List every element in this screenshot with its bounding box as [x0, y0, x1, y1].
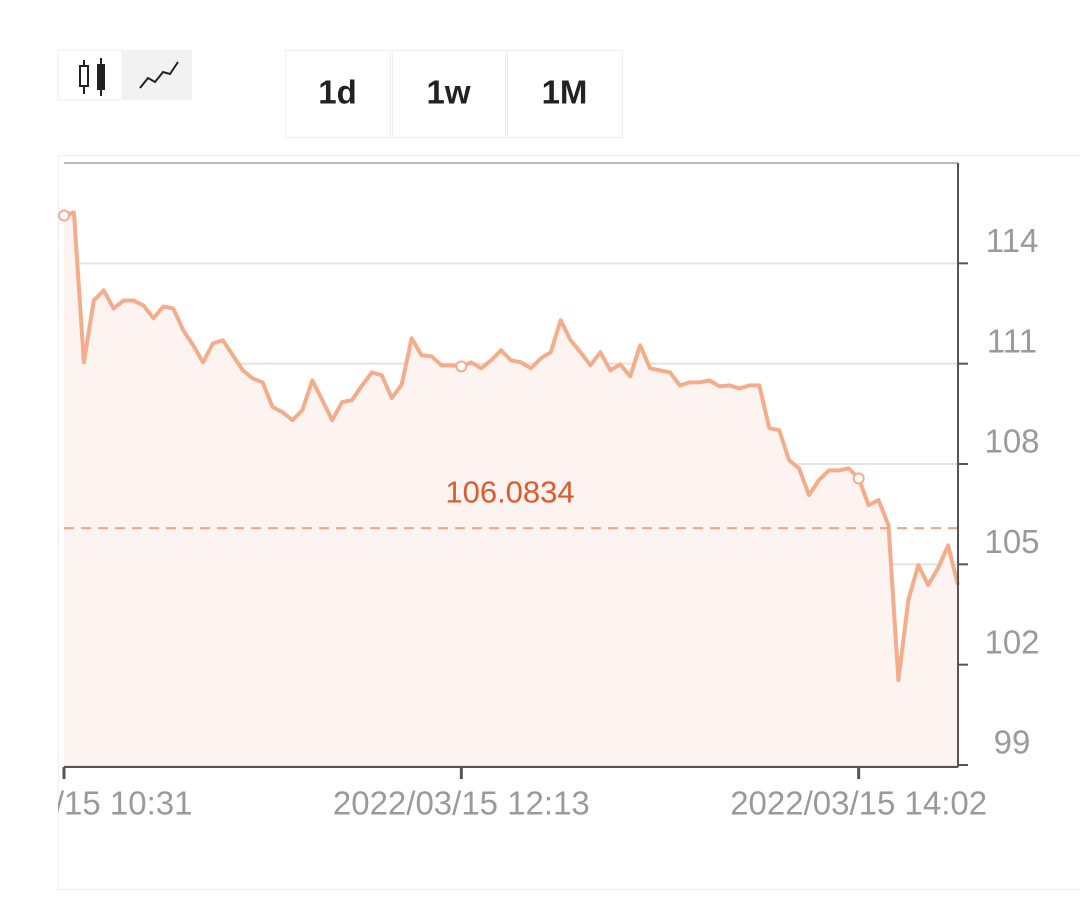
x-tick-label: 2022/03/15 10:31 [0, 785, 192, 822]
line-toggle[interactable] [122, 50, 192, 100]
button-label[interactable]: 1w [426, 74, 470, 111]
y-tick-label: 111 [987, 322, 1037, 359]
x-tick-label: 2022/03/15 14:02 [730, 785, 987, 822]
reference-label: 106.0834 [445, 474, 574, 509]
point-marker [59, 211, 69, 221]
button-label[interactable]: 1d [318, 74, 357, 111]
interval-button[interactable]: 1d [286, 51, 391, 138]
button-label[interactable]: 1M [542, 74, 588, 111]
y-tick-label: 105 [984, 523, 1039, 560]
interval-button[interactable]: 1M [508, 51, 623, 138]
y-tick-label: 102 [984, 623, 1039, 660]
y-tick-label: 108 [984, 423, 1039, 460]
y-tick-label: 114 [986, 222, 1039, 259]
y-tick-label: 99 [994, 724, 1031, 761]
point-marker [456, 361, 466, 371]
point-marker [854, 473, 864, 483]
interval-button[interactable]: 1w [393, 51, 506, 138]
x-tick-label: 2022/03/15 12:13 [333, 785, 590, 822]
candlestick-toggle[interactable] [58, 50, 122, 100]
